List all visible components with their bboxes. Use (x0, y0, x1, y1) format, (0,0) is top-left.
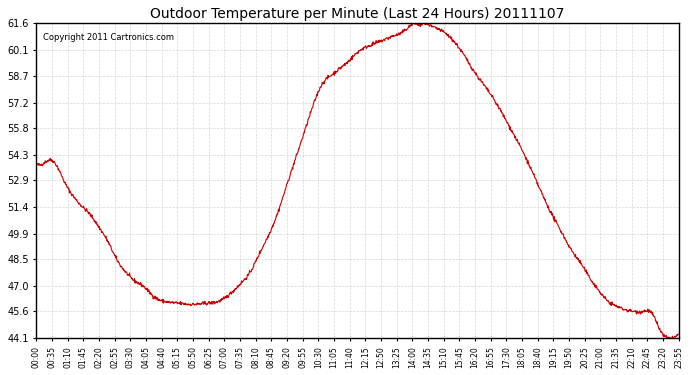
Text: Copyright 2011 Cartronics.com: Copyright 2011 Cartronics.com (43, 33, 174, 42)
Title: Outdoor Temperature per Minute (Last 24 Hours) 20111107: Outdoor Temperature per Minute (Last 24 … (150, 7, 564, 21)
